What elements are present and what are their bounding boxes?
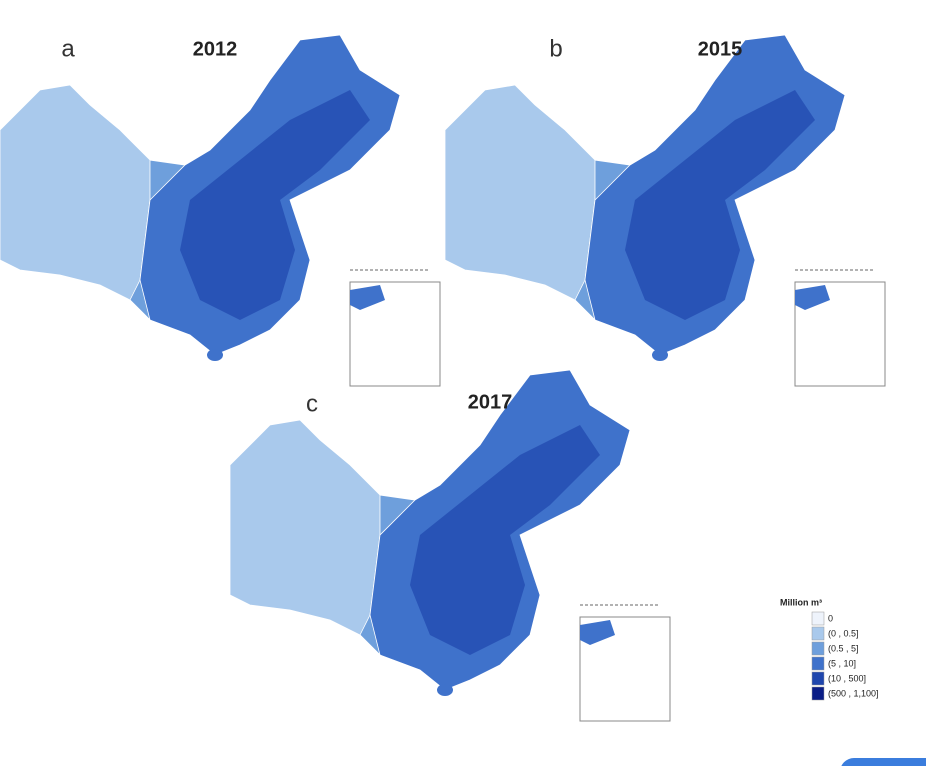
- region-west: [0, 84, 151, 301]
- panel-label: c: [306, 390, 318, 417]
- hainan: [437, 684, 453, 696]
- hainan: [652, 349, 668, 361]
- legend-swatch: [811, 641, 825, 656]
- region-west: [444, 84, 596, 301]
- legend-label: (0.5 , 5]: [828, 643, 859, 653]
- legend-title: Million m³: [780, 597, 822, 607]
- legend-label: (500 , 1,100]: [828, 688, 879, 698]
- legend-swatch: [811, 611, 825, 626]
- panel-year: 2017: [468, 391, 513, 413]
- legend-swatch: [811, 656, 825, 671]
- inset-coast: [795, 285, 830, 310]
- legend-swatch: [811, 626, 825, 641]
- panel-year: 2015: [698, 38, 743, 60]
- panel-year: 2012: [193, 38, 238, 60]
- legend-label: (5 , 10]: [828, 658, 856, 668]
- legend-label: 0: [828, 613, 833, 623]
- button[interactable]: [840, 758, 926, 766]
- china-map: [444, 34, 886, 387]
- inset-coast: [350, 285, 385, 310]
- legend-label: (10 , 500]: [828, 673, 866, 683]
- region-west: [229, 419, 381, 636]
- legend: Million m³ 0 (0 , 0.5] (0.5 , 5] (5 , 10] (10…: [780, 597, 879, 701]
- legend-swatch: [811, 686, 825, 701]
- panel-label: a: [61, 35, 75, 62]
- china-map: [0, 34, 441, 387]
- china-map: [229, 369, 671, 722]
- hainan: [207, 349, 223, 361]
- inset-coast: [580, 620, 615, 645]
- maps: a 2012 b 2015 c 2017: [0, 34, 886, 722]
- legend-label: (0 , 0.5]: [828, 628, 859, 638]
- panel-label: b: [549, 35, 562, 62]
- legend-swatch: [811, 671, 825, 686]
